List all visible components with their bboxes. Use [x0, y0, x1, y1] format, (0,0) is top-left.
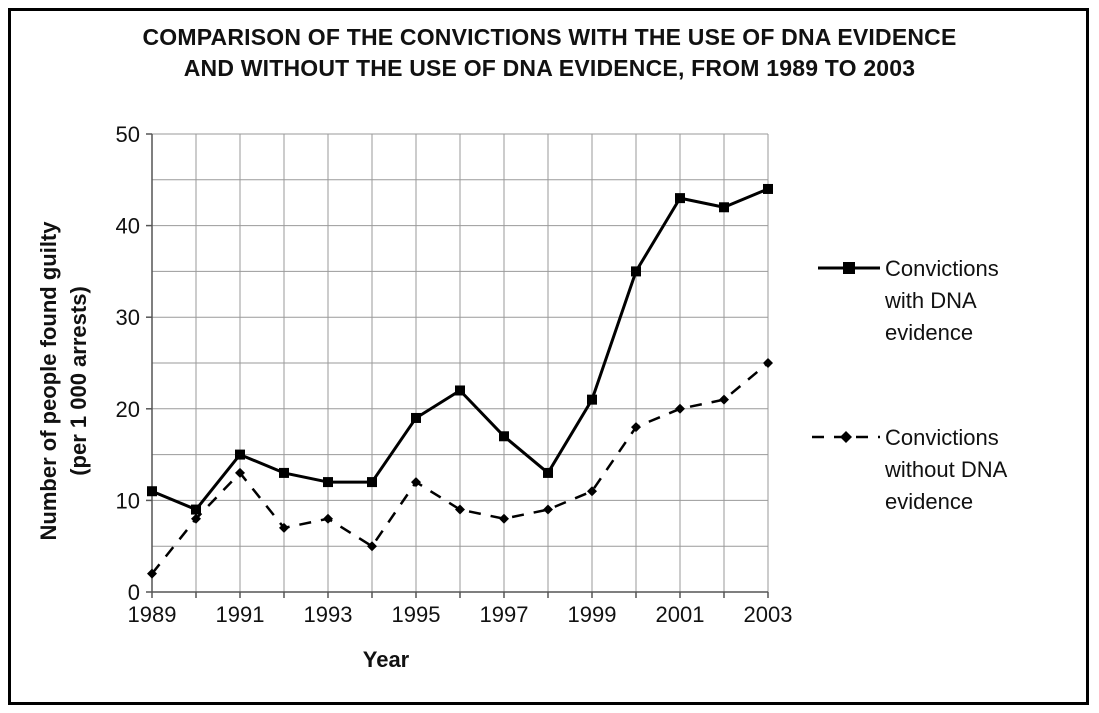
- legend-square-marker: [843, 262, 855, 274]
- legend-diamond-marker: [840, 431, 852, 443]
- legend-label-without-dna-1: Convictions: [885, 425, 999, 450]
- legend-label-with-dna-1: Convictions: [885, 256, 999, 281]
- x-tick-label: 1993: [304, 602, 353, 627]
- data-point-without-dna: [631, 422, 641, 433]
- data-point-with-dna: [367, 477, 377, 488]
- y-tick-label: 20: [116, 397, 140, 422]
- data-point-with-dna: [191, 504, 201, 515]
- legend: Convictions with DNA evidence Conviction…: [812, 256, 1008, 514]
- data-point-with-dna: [587, 394, 597, 405]
- data-point-with-dna: [323, 477, 333, 488]
- data-point-with-dna: [235, 449, 245, 460]
- x-tick-label: 2001: [656, 602, 705, 627]
- data-point-without-dna: [279, 522, 289, 533]
- data-point-without-dna: [235, 467, 245, 478]
- series-layer: [147, 183, 773, 579]
- series-line-without-dna: [151, 362, 769, 575]
- x-tick-label: 1989: [128, 602, 177, 627]
- data-point-without-dna: [191, 513, 201, 524]
- data-point-without-dna: [147, 568, 157, 579]
- data-point-with-dna: [455, 385, 465, 396]
- x-tick-label: 1999: [568, 602, 617, 627]
- data-point-without-dna: [543, 504, 553, 515]
- y-axis-title: Number of people found guilty (per 1 000…: [36, 221, 91, 541]
- legend-label-with-dna-3: evidence: [885, 320, 973, 345]
- y-axis-title-line-2: (per 1 000 arrests): [66, 286, 91, 476]
- chart-title-line-1: COMPARISON OF THE CONVICTIONS WITH THE U…: [142, 24, 957, 50]
- data-point-with-dna: [411, 412, 421, 423]
- legend-item-with-dna: Convictions with DNA evidence: [818, 256, 999, 345]
- y-tick-label: 0: [128, 580, 140, 605]
- x-tick-label: 1997: [480, 602, 529, 627]
- x-tick-label: 1991: [216, 602, 265, 627]
- axes: [146, 133, 769, 598]
- data-point-with-dna: [543, 467, 553, 478]
- legend-item-without-dna: Convictions without DNA evidence: [812, 425, 1008, 514]
- data-point-without-dna: [367, 541, 377, 552]
- chart-title: COMPARISON OF THE CONVICTIONS WITH THE U…: [0, 22, 1099, 84]
- data-point-without-dna: [763, 358, 773, 368]
- legend-label-without-dna-3: evidence: [885, 489, 973, 514]
- y-tick-label: 40: [116, 214, 140, 239]
- data-point-with-dna: [147, 486, 157, 497]
- x-axis-title: Year: [363, 647, 410, 672]
- data-point-without-dna: [323, 513, 333, 524]
- x-tick-label: 2003: [744, 602, 793, 627]
- data-point-without-dna: [675, 403, 685, 414]
- data-point-with-dna: [719, 202, 729, 213]
- y-tick-label: 50: [116, 122, 140, 147]
- data-point-without-dna: [719, 394, 729, 405]
- legend-label-without-dna-2: without DNA: [884, 457, 1008, 482]
- y-tick-labels: 0 10 20 30 40 50: [116, 122, 140, 605]
- data-point-without-dna: [411, 477, 421, 488]
- data-point-without-dna: [587, 486, 597, 497]
- y-tick-label: 10: [116, 488, 140, 513]
- data-point-without-dna: [455, 504, 465, 515]
- x-tick-labels: 1989 1991 1993 1995 1997 1999 2001 2003: [128, 602, 793, 627]
- data-point-with-dna: [631, 266, 641, 277]
- data-point-with-dna: [675, 193, 685, 204]
- data-point-with-dna: [279, 467, 289, 478]
- x-tick-label: 1995: [392, 602, 441, 627]
- chart-title-line-2: AND WITHOUT THE USE OF DNA EVIDENCE, FRO…: [183, 55, 916, 81]
- legend-label-with-dna-2: with DNA: [884, 288, 977, 313]
- data-point-without-dna: [499, 513, 509, 524]
- data-point-with-dna: [763, 183, 773, 194]
- y-axis-title-line-1: Number of people found guilty: [36, 221, 61, 541]
- y-tick-label: 30: [116, 305, 140, 330]
- data-point-with-dna: [499, 431, 509, 442]
